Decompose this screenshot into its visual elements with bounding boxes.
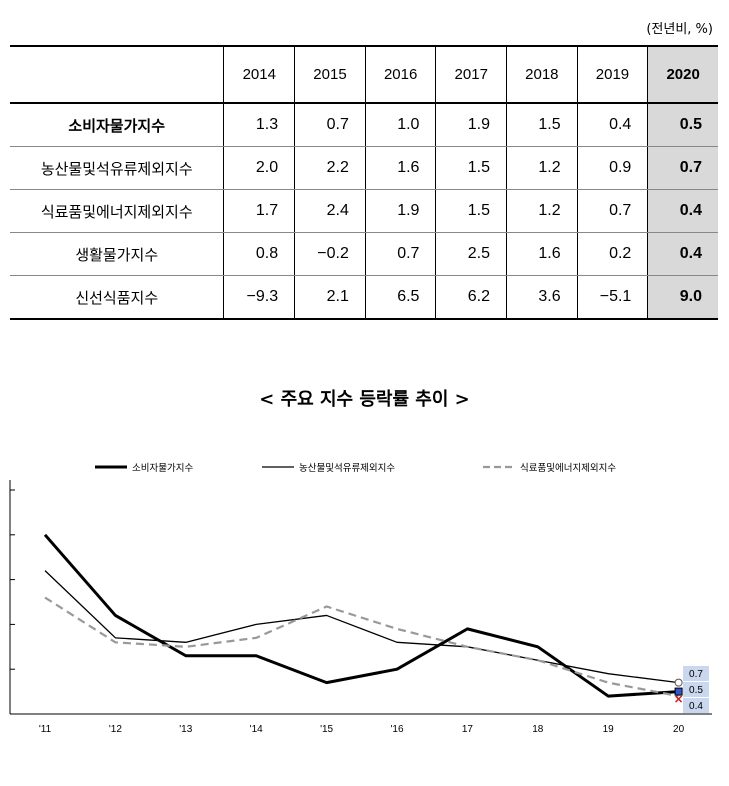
legend-label: 식료품및에너지제외지수 — [520, 462, 616, 474]
line-chart: '11 '12 '13 '14 '15 '16 17 18 19 20 0.7 0.5 0.4 소비자물가… — [9, 462, 712, 735]
table-row: 소비자물가지수 1.3 0.7 1.0 1.9 1.5 0.4 0.5 — [10, 103, 718, 147]
table-cell: 6.2 — [435, 275, 507, 320]
row-label: 소비자물가지수 — [10, 103, 225, 147]
x-tick-label: 20 — [673, 724, 685, 735]
table-cell: 2.1 — [294, 275, 366, 320]
data-label: 0.7 — [689, 669, 703, 680]
table-cell: 1.9 — [435, 103, 507, 147]
table-cell: 2.0 — [223, 146, 295, 190]
row-label: 농산물및석유류제외지수 — [10, 146, 225, 190]
x-tick-label: 19 — [603, 724, 615, 735]
series-line — [44, 570, 679, 684]
x-tick-label: '12 — [109, 724, 122, 735]
table-cell: 6.5 — [364, 275, 436, 320]
year-header: 2014 — [223, 45, 295, 104]
table-cell-highlight: 0.4 — [647, 232, 718, 276]
table-cell: 0.9 — [576, 146, 648, 190]
table-cell: 1.9 — [364, 189, 436, 233]
x-tick-label: '13 — [179, 724, 192, 735]
data-label-box — [683, 682, 709, 697]
table-row: 식료품및에너지제외지수 1.7 2.4 1.9 1.5 1.2 0.7 0.4 — [10, 189, 718, 233]
series-line — [44, 596, 679, 698]
table-corner — [10, 45, 225, 104]
year-header: 2019 — [576, 45, 648, 104]
table-cell: 0.7 — [294, 103, 366, 147]
table-cell: 2.4 — [294, 189, 366, 233]
year-header-highlight: 2020 — [647, 45, 718, 104]
table-cell: 1.7 — [223, 189, 295, 233]
table-cell: 1.2 — [506, 189, 578, 233]
table-cell: −5.1 — [576, 275, 648, 320]
table-cell-highlight: 0.4 — [647, 189, 718, 233]
data-label-box — [683, 666, 709, 681]
end-marker — [675, 695, 683, 703]
table-cell: 1.5 — [435, 189, 507, 233]
table-cell: 3.6 — [506, 275, 578, 320]
end-marker — [674, 687, 683, 696]
x-tick-label: '16 — [390, 724, 403, 735]
table-row: 생활물가지수 0.8 −0.2 0.7 2.5 1.6 0.2 0.4 — [10, 232, 718, 276]
unit-label: (전년비, %) — [646, 22, 713, 37]
table-cell: 1.6 — [506, 232, 578, 276]
data-label: 0.4 — [689, 701, 703, 712]
legend-label: 소비자물가지수 — [132, 463, 193, 474]
table-cell: 2.2 — [294, 146, 366, 190]
chart-title: < 주요 지수 등락률 추이 > — [259, 389, 470, 410]
data-label: 0.5 — [689, 685, 703, 696]
table-cell: 0.7 — [576, 189, 648, 233]
table-cell: −9.3 — [223, 275, 295, 320]
year-header: 2017 — [435, 45, 507, 104]
table-row: 신선식품지수 −9.3 2.1 6.5 6.2 3.6 −5.1 9.0 — [10, 275, 718, 320]
table-cell: −0.2 — [294, 232, 366, 276]
year-header: 2016 — [364, 45, 436, 104]
year-header: 2018 — [506, 45, 578, 104]
table-cell: 1.5 — [506, 103, 578, 147]
row-label: 생활물가지수 — [10, 232, 225, 276]
table-row: 농산물및석유류제외지수 2.0 2.2 1.6 1.5 1.2 0.9 0.7 — [10, 146, 718, 190]
table-cell: 0.2 — [576, 232, 648, 276]
table-cell: 1.5 — [435, 146, 507, 190]
data-label-box — [683, 698, 709, 713]
table-cell: 0.8 — [223, 232, 295, 276]
series-line — [43, 533, 679, 698]
table-cell-highlight: 0.5 — [647, 103, 718, 147]
x-tick-label: '14 — [250, 724, 263, 735]
legend-label: 농산물및석유류제외지수 — [299, 462, 395, 474]
table-cell: 2.5 — [435, 232, 507, 276]
x-tick-label: 18 — [532, 724, 544, 735]
end-marker — [674, 678, 683, 687]
x-tick-label: '11 — [39, 724, 52, 735]
index-table: 2014 2015 2016 2017 2018 2019 2020 소비자물가… — [10, 45, 718, 320]
table-header-row: 2014 2015 2016 2017 2018 2019 2020 — [10, 45, 718, 104]
row-label: 신선식품지수 — [10, 275, 225, 320]
table-cell: 1.2 — [506, 146, 578, 190]
year-header: 2015 — [294, 45, 366, 104]
table-cell: 1.0 — [364, 103, 436, 147]
table-cell-highlight: 0.7 — [647, 146, 718, 190]
table-cell: 1.6 — [364, 146, 436, 190]
table-cell: 1.3 — [223, 103, 295, 147]
row-label: 식료품및에너지제외지수 — [10, 189, 225, 233]
table-cell: 0.7 — [364, 232, 436, 276]
table-cell: 0.4 — [576, 103, 648, 147]
table-cell-highlight: 9.0 — [647, 275, 718, 320]
x-tick-label: '15 — [320, 724, 333, 735]
x-tick-label: 17 — [462, 724, 474, 735]
